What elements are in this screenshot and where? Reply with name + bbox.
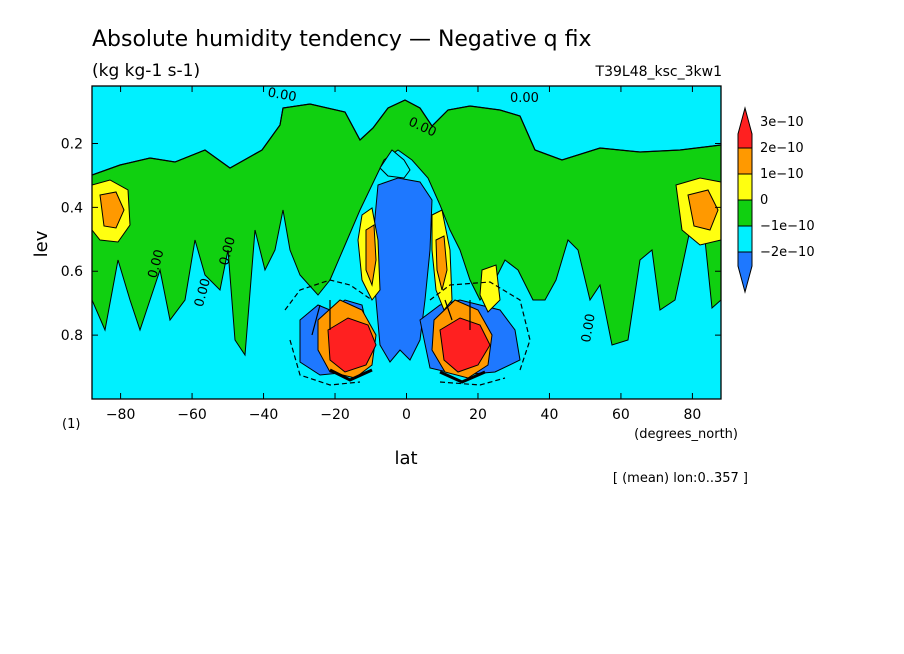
- contour-field: 0.00 0.000.000.000.000.000.00: [92, 85, 721, 399]
- colorbar-label: −2e−10: [760, 245, 815, 260]
- red-max-left: [327, 317, 377, 373]
- x-axis-label: lat: [394, 448, 417, 469]
- positive-core-right: [435, 235, 448, 291]
- x-axis-units: (degrees_north): [634, 427, 738, 442]
- colorbar-swatch: [737, 173, 753, 201]
- colorbar-label: 0: [760, 193, 768, 208]
- y-axis-units: (1): [62, 417, 80, 432]
- y-axis-label: lev: [31, 230, 52, 257]
- colorbar-swatch: [737, 199, 753, 227]
- y-tick-label: 0.6: [61, 264, 83, 280]
- cyan-gap-region: [379, 149, 411, 179]
- x-tick-label: −20: [320, 407, 350, 423]
- x-tick-label: 60: [612, 407, 630, 423]
- y-axis: 0.2 0.4 0.6 0.8: [61, 136, 721, 344]
- x-tick-label: −40: [249, 407, 279, 423]
- x-tick-label: 80: [683, 407, 701, 423]
- colorbar-swatch: [737, 225, 753, 253]
- contour-label: 0.00: [266, 85, 297, 105]
- run-id: T39L48_ksc_3kw1: [595, 64, 722, 80]
- contour-label: 0.00: [510, 91, 539, 106]
- contour-label: 0.00: [192, 277, 214, 309]
- x-tick-label: 0: [402, 407, 411, 423]
- colorbar-swatch: [737, 251, 753, 294]
- negative-core-region: [371, 177, 433, 363]
- colorbar-label: 2e−10: [760, 141, 804, 156]
- y-tick-label: 0.4: [61, 200, 83, 216]
- edge-blob-west-core: [99, 191, 125, 229]
- contour-label: 0.00: [217, 235, 239, 267]
- chart-title: Absolute humidity tendency — Negative q …: [92, 27, 592, 52]
- x-tick-label: 40: [541, 407, 559, 423]
- contour-labels: 0.00 0.000.000.000.000.000.00: [146, 85, 599, 344]
- colorbar-swatch: [737, 106, 753, 149]
- chart-units: (kg kg-1 s-1): [92, 61, 200, 81]
- contour-label: 0.00: [579, 313, 599, 344]
- colorbar-label: 1e−10: [760, 167, 804, 182]
- x-axis: −80 −60 −40 −20 0 20 40 60 80: [106, 86, 701, 423]
- colorbar-label: −1e−10: [760, 219, 815, 234]
- x-tick-label: 20: [469, 407, 487, 423]
- positive-streak-right-2: [479, 264, 501, 313]
- colorbar-label: 3e−10: [760, 115, 804, 130]
- y-tick-label: 0.8: [61, 328, 83, 344]
- x-tick-label: −80: [106, 407, 136, 423]
- colorbar: −2e−10 −1e−10 0 1e−10 2e−10 3e−10: [737, 106, 815, 294]
- averaging-note: [ (mean) lon:0..357 ]: [613, 471, 748, 486]
- contour-label: 0.00: [146, 248, 168, 280]
- x-tick-label: −60: [177, 407, 207, 423]
- colorbar-swatch: [737, 147, 753, 175]
- y-tick-label: 0.2: [61, 136, 83, 152]
- contour-lines: [92, 99, 721, 386]
- edge-blob-east-core: [687, 189, 719, 231]
- positive-core-left: [365, 224, 377, 287]
- red-max-right: [439, 317, 491, 373]
